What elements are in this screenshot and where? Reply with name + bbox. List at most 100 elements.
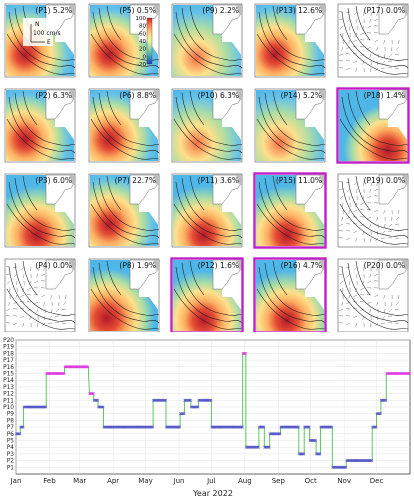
pattern-segment <box>303 425 311 429</box>
pattern-segment <box>385 371 412 376</box>
pattern-panel-p2: (P2) 6.3% <box>4 88 76 163</box>
pattern-timeline-chart: P1P2P3P4P5P6P7P8P9P10P11P12P13P14P15P16P… <box>3 338 412 498</box>
pattern-segment <box>63 365 90 369</box>
panel-label: (P11) 3.6% <box>198 176 239 185</box>
north-label: N <box>35 21 40 28</box>
pattern-panel-p5: (P5) 0.5% <box>88 3 160 78</box>
panel-label: (P20) 0.0% <box>364 261 405 270</box>
y-tick-label: P9 <box>7 412 14 418</box>
panel-label: (P7) 22.7% <box>115 176 156 185</box>
panel-label: (P13) 12.6% <box>276 6 322 15</box>
pattern-segment <box>279 425 300 429</box>
x-tick-label: Sep <box>272 477 286 485</box>
x-tick-label: May <box>138 477 152 485</box>
pattern-panel-p18: (P18) 1.4% <box>336 87 410 164</box>
pattern-segment <box>183 398 192 402</box>
pattern-segment <box>92 398 100 402</box>
panel-label: (P8) 1.9% <box>119 261 156 270</box>
pattern-segment <box>297 452 306 456</box>
pattern-segment <box>22 405 48 409</box>
colorbar-tick: 0 <box>143 54 147 60</box>
y-tick-label: P1 <box>7 465 14 471</box>
pattern-panel-p13: (P13) 12.6% <box>254 3 326 78</box>
pattern-segment <box>331 465 348 469</box>
vector-field <box>338 266 400 328</box>
x-tick-label: Jun <box>173 477 185 485</box>
colorbar-tick: 60 <box>139 31 146 37</box>
panel-label: (P14) 5.2% <box>281 91 322 100</box>
y-tick-label: P12 <box>3 392 14 398</box>
y-tick-label: P20 <box>3 338 14 344</box>
pattern-segment <box>165 425 182 429</box>
pattern-panel-p1: (P1) 5.2% <box>4 3 76 78</box>
vector-field <box>5 266 67 328</box>
pattern-segment <box>210 425 244 429</box>
pattern-segment <box>345 459 374 463</box>
colorbar-scale <box>146 17 153 65</box>
y-tick-label: P14 <box>3 378 14 384</box>
y-tick-label: P16 <box>3 365 14 371</box>
y-tick-label: P13 <box>3 385 14 391</box>
pattern-segment <box>19 425 25 429</box>
pattern-segment <box>14 432 22 436</box>
x-tick-label: Dec <box>370 477 384 485</box>
panel-label: (P4) 0.0% <box>35 261 72 270</box>
y-tick-label: P10 <box>3 405 14 411</box>
pattern-panel-p11: (P11) 3.6% <box>171 173 243 248</box>
colorbar-tick: 20 <box>139 47 146 53</box>
pattern-panel-p3: (P3) 6.0% <box>4 173 76 248</box>
pattern-segment <box>319 425 334 429</box>
y-tick-label: P8 <box>7 418 14 424</box>
pattern-segment <box>379 398 388 402</box>
x-tick-label: Mar <box>73 477 86 485</box>
pattern-map-grid: (P1) 5.2% (P2) 6.3% (P3) 6.0% (P4) 0.0% (P5)… <box>4 3 410 332</box>
pattern-panel-p6: (P6) 8.8% <box>88 88 160 163</box>
vector-field <box>338 181 400 243</box>
highlight-frame <box>170 257 244 332</box>
y-axis: P1P2P3P4P5P6P7P8P9P10P11P12P13P14P15P16P… <box>3 338 14 471</box>
pattern-panel-p9: (P9) 2.2% <box>171 3 243 78</box>
speed-label: 100 cm/s <box>33 30 61 37</box>
east-label: E <box>47 39 51 46</box>
y-tick-label: P11 <box>3 398 14 404</box>
pattern-series <box>14 351 412 469</box>
panel-label: (P6) 8.8% <box>119 91 156 100</box>
series-line <box>16 352 410 468</box>
pattern-panel-p17: (P17) 0.0% <box>337 3 409 78</box>
panel-label: (P16) 4.7% <box>281 261 322 270</box>
pattern-segment <box>263 445 271 449</box>
pattern-segment <box>155 398 168 402</box>
panel-label: (P17) 0.0% <box>364 6 405 15</box>
panel-label: (P2) 6.3% <box>35 91 72 100</box>
x-tick-label: Nov <box>337 477 351 485</box>
pattern-segment <box>102 425 155 429</box>
y-tick-label: P17 <box>3 358 14 364</box>
pattern-panel-p20: (P20) 0.0% <box>337 258 409 332</box>
pattern-panel-p12: (P12) 1.6% <box>170 257 244 332</box>
panel-label: (P3) 6.0% <box>35 176 72 185</box>
panel-label: (P18) 1.4% <box>364 91 405 100</box>
y-tick-label: P3 <box>7 452 14 458</box>
panel-label: (P1) 5.2% <box>35 6 72 15</box>
x-tick-label: Apr <box>107 477 119 485</box>
panel-label: (P19) 0.0% <box>364 176 405 185</box>
y-tick-label: P4 <box>7 445 14 451</box>
x-tick-label: Jan <box>10 477 22 485</box>
x-tick-label: Jul <box>206 477 216 485</box>
y-tick-label: P19 <box>3 345 14 351</box>
panel-label: (P12) 1.6% <box>198 261 239 270</box>
pattern-segment <box>189 405 200 409</box>
pattern-segment <box>179 412 186 416</box>
y-tick-label: P15 <box>3 372 14 378</box>
colorbar-tick: 100 <box>136 16 147 22</box>
pattern-panel-p16: (P16) 4.7% <box>253 257 327 332</box>
pattern-segment <box>257 425 266 429</box>
y-tick-label: P6 <box>7 432 14 438</box>
pattern-panel-p7: (P7) 22.7% <box>88 173 160 248</box>
highlight-frame <box>336 87 410 164</box>
x-tick-label: Feb <box>43 477 56 485</box>
pattern-segment <box>97 405 105 409</box>
y-tick-label: P7 <box>7 425 14 431</box>
pattern-segment <box>371 425 378 429</box>
